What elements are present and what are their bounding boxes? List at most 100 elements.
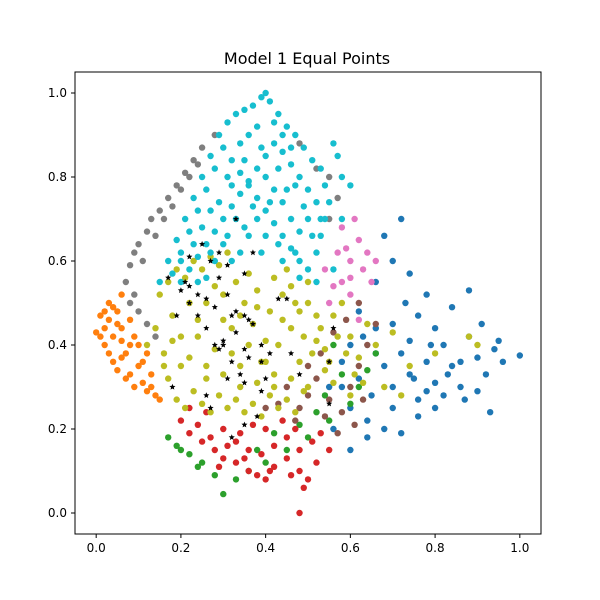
x-tick-label: 0.8 <box>426 541 445 555</box>
star-point <box>275 295 282 302</box>
data-point <box>237 190 244 197</box>
data-point <box>114 308 121 315</box>
data-point <box>224 404 231 412</box>
data-point <box>283 266 291 273</box>
data-point <box>194 316 202 323</box>
data-point <box>270 383 278 391</box>
y-tick-label: 0.8 <box>48 170 67 184</box>
data-point <box>266 98 274 105</box>
data-point <box>220 291 227 298</box>
data-point <box>313 199 320 206</box>
data-point <box>287 144 295 151</box>
data-point <box>173 442 180 449</box>
data-point <box>122 350 130 357</box>
data-point <box>109 358 117 365</box>
data-point <box>347 333 354 340</box>
data-point <box>279 131 286 139</box>
data-point <box>474 388 481 395</box>
data-point <box>135 362 142 370</box>
data-point <box>461 396 468 403</box>
star-point <box>232 329 240 335</box>
data-point <box>156 278 163 286</box>
data-point <box>203 186 210 193</box>
data-point <box>296 140 303 147</box>
data-point <box>177 186 185 193</box>
data-point <box>334 249 341 256</box>
data-point <box>169 270 176 277</box>
data-point <box>279 148 286 155</box>
y-axis: 0.0 0.2 0.4 0.6 0.8 1.0 <box>48 86 75 520</box>
data-point <box>270 430 278 437</box>
data-point <box>292 131 299 139</box>
data-point <box>317 325 324 332</box>
data-point <box>355 375 363 382</box>
data-point <box>495 337 502 344</box>
data-point <box>321 413 329 420</box>
data-point <box>262 337 269 344</box>
star-point <box>211 341 218 348</box>
data-point <box>325 383 333 391</box>
data-point <box>304 392 312 399</box>
data-point <box>330 425 337 433</box>
data-point <box>414 413 422 420</box>
data-point <box>97 333 104 340</box>
data-point <box>309 350 316 357</box>
data-point <box>364 434 371 441</box>
star-point <box>258 341 265 348</box>
star-point <box>262 375 269 382</box>
data-point <box>304 186 312 193</box>
data-point <box>266 308 274 315</box>
star-point <box>326 400 333 407</box>
data-point <box>457 358 464 365</box>
data-point <box>118 337 125 344</box>
data-point <box>347 383 354 391</box>
data-point <box>364 249 371 256</box>
y-tick-label: 0.0 <box>48 506 67 520</box>
data-point <box>126 262 134 269</box>
data-point <box>431 350 439 357</box>
data-point <box>237 312 244 319</box>
data-point <box>237 140 244 147</box>
series-1 <box>325 215 524 454</box>
data-point <box>224 442 231 449</box>
data-point <box>194 161 202 168</box>
data-point <box>313 409 320 416</box>
data-point <box>351 215 358 223</box>
data-point <box>224 119 231 126</box>
data-point <box>431 404 439 412</box>
data-point <box>287 472 295 479</box>
data-point <box>169 337 176 344</box>
star-point <box>232 215 240 222</box>
data-point <box>135 308 142 315</box>
data-point <box>283 383 291 391</box>
data-point <box>406 337 413 344</box>
data-point <box>355 308 363 315</box>
data-point <box>262 207 269 214</box>
data-point <box>474 341 481 349</box>
data-point <box>317 430 324 437</box>
data-point <box>220 241 227 248</box>
data-point <box>211 283 218 290</box>
data-point <box>270 442 278 449</box>
data-point <box>177 278 185 286</box>
star-point <box>228 312 235 319</box>
data-point <box>211 346 218 353</box>
x-tick-label: 1.0 <box>510 541 529 555</box>
data-point <box>270 371 278 378</box>
data-point <box>194 421 202 428</box>
data-point <box>186 430 193 437</box>
data-point <box>177 362 185 370</box>
data-point <box>270 140 278 147</box>
x-tick-label: 0.0 <box>87 541 106 555</box>
data-point <box>198 438 206 445</box>
data-point <box>338 278 346 286</box>
data-point <box>258 413 265 420</box>
star-point <box>258 358 265 365</box>
data-point <box>215 131 223 139</box>
data-point <box>181 215 189 223</box>
data-point <box>207 152 214 160</box>
data-point <box>109 304 117 311</box>
data-point <box>92 329 100 336</box>
data-point <box>309 157 316 164</box>
data-point <box>245 131 252 139</box>
